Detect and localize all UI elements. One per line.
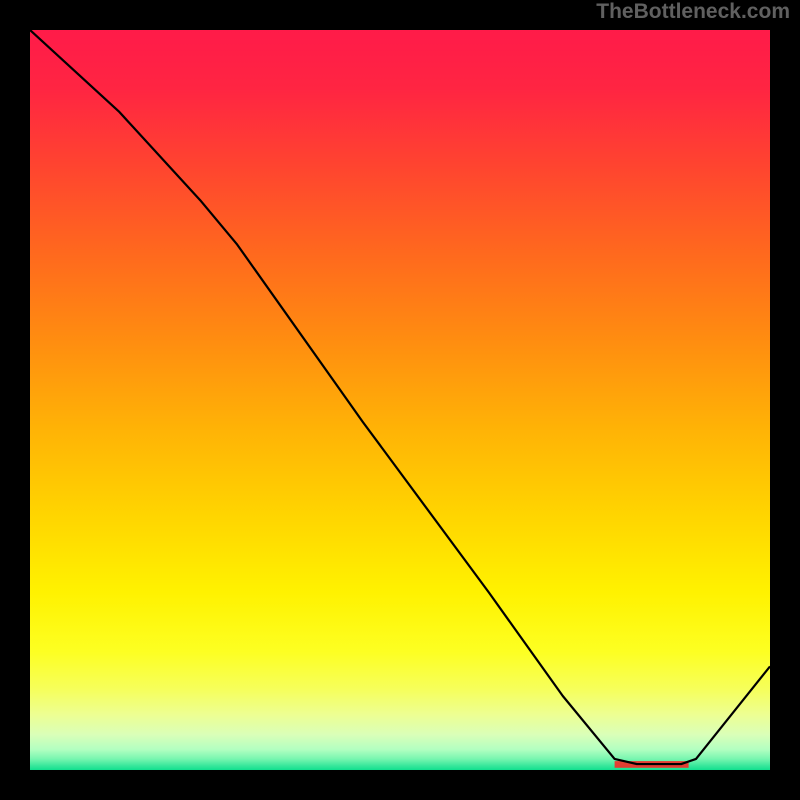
- figure-frame: TheBottleneck.com: [0, 0, 800, 800]
- gradient-background: [30, 30, 770, 770]
- watermark-text: TheBottleneck.com: [596, 0, 790, 24]
- bottleneck-plot: [30, 30, 770, 770]
